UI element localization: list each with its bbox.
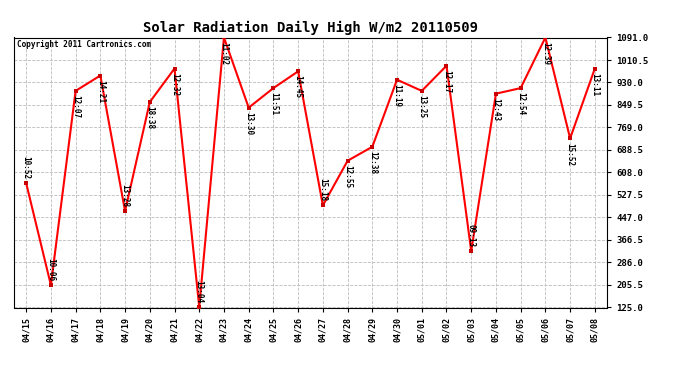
Text: 13:28: 13:28	[121, 184, 130, 207]
Text: 12:07: 12:07	[71, 95, 80, 118]
Text: 11:19: 11:19	[393, 84, 402, 107]
Text: 11:02: 11:02	[219, 42, 228, 65]
Text: 12:38: 12:38	[368, 151, 377, 174]
Text: 10:52: 10:52	[21, 156, 30, 179]
Text: 12:54: 12:54	[516, 92, 525, 116]
Text: 14:21: 14:21	[96, 80, 105, 103]
Text: Copyright 2011 Cartronics.com: Copyright 2011 Cartronics.com	[17, 40, 151, 49]
Text: 10:06: 10:06	[46, 258, 55, 281]
Title: Solar Radiation Daily High W/m2 20110509: Solar Radiation Daily High W/m2 20110509	[143, 21, 478, 35]
Text: 11:51: 11:51	[269, 92, 278, 116]
Text: 13:30: 13:30	[244, 112, 253, 135]
Text: 09:13: 09:13	[466, 224, 475, 247]
Text: 12:17: 12:17	[442, 70, 451, 93]
Text: 12:55: 12:55	[343, 165, 352, 188]
Text: 13:04: 13:04	[195, 280, 204, 303]
Text: 12:32: 12:32	[170, 73, 179, 96]
Text: 15:52: 15:52	[566, 142, 575, 166]
Text: 12:43: 12:43	[491, 98, 500, 121]
Text: 15:18: 15:18	[318, 178, 327, 201]
Text: 12:39: 12:39	[541, 42, 550, 65]
Text: 13:25: 13:25	[417, 95, 426, 118]
Text: 14:45: 14:45	[294, 75, 303, 99]
Text: 13:11: 13:11	[591, 73, 600, 96]
Text: 18:38: 18:38	[146, 106, 155, 129]
